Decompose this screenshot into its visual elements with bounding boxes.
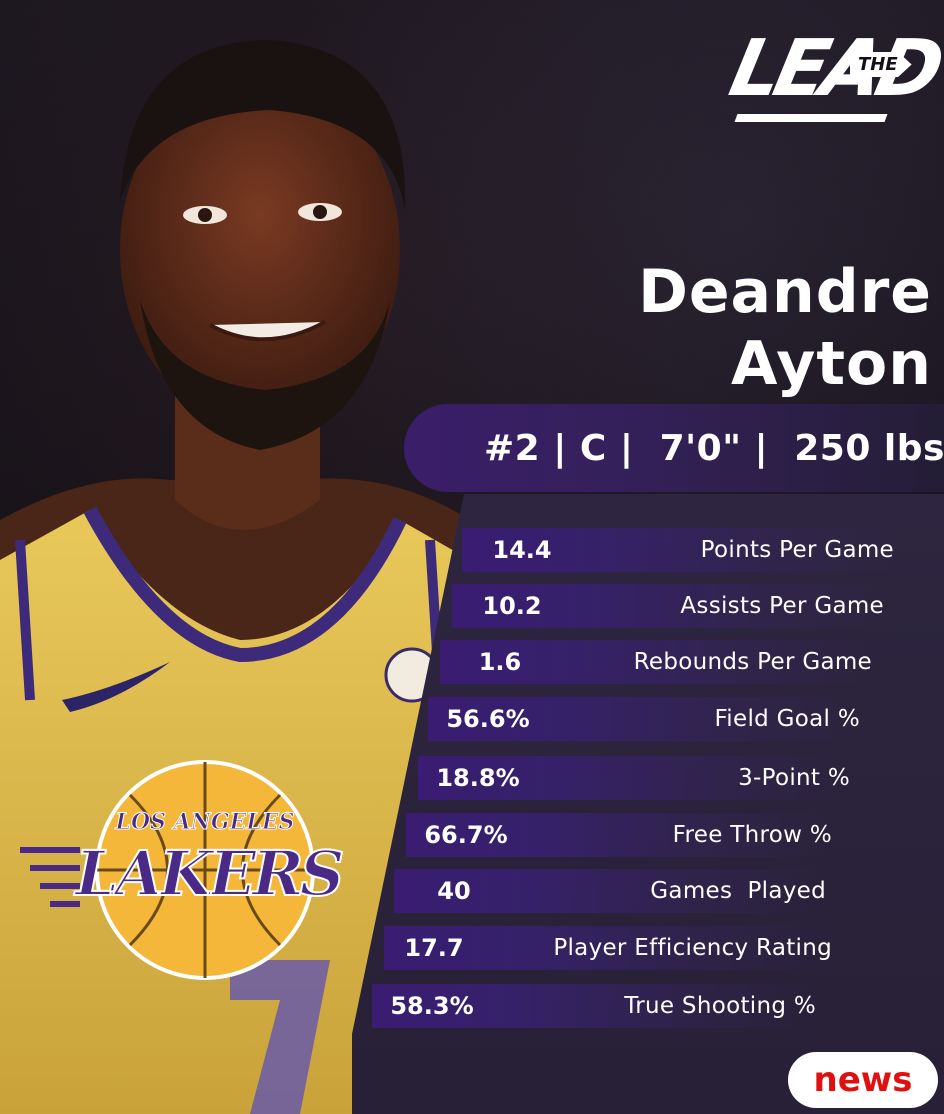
player-first-name: Deandre	[638, 257, 932, 327]
stat-row-rebounds: 1.6 Rebounds Per Game	[440, 640, 876, 684]
stat-label: Assists Per Game	[680, 593, 884, 619]
lakers-logo-city: LOS ANGELES	[114, 809, 294, 835]
stat-value: 1.6	[478, 648, 522, 676]
news-badge: news	[788, 1052, 938, 1108]
brand-tag: THE	[850, 52, 912, 77]
stat-label: Games Played	[650, 878, 826, 904]
stat-label: Free Throw %	[672, 822, 832, 848]
player-name: Deandre Ayton	[638, 256, 932, 400]
stat-label: Field Goal %	[714, 706, 860, 732]
stat-row-true-shooting: 58.3% True Shooting %	[372, 984, 820, 1028]
stat-value: 10.2	[482, 592, 542, 620]
stat-value: 14.4	[492, 536, 552, 564]
stat-label: Player Efficiency Rating	[553, 935, 832, 961]
stat-row-points: 14.4 Points Per Game	[462, 528, 898, 572]
stat-label: 3-Point %	[738, 765, 850, 791]
stat-value: 40	[437, 877, 471, 905]
brand-underline	[734, 114, 888, 122]
lakers-logo: LOS ANGELES LAKERS	[20, 755, 380, 985]
stat-value: 17.7	[404, 934, 464, 962]
stat-row-field-goal: 56.6% Field Goal %	[428, 697, 864, 741]
stat-row-free-throw: 66.7% Free Throw %	[406, 813, 836, 857]
brand-logo: LEAD THE	[722, 22, 944, 132]
stat-value: 58.3%	[390, 992, 474, 1020]
player-last-name: Ayton	[730, 329, 932, 399]
stat-row-efficiency: 17.7 Player Efficiency Rating	[384, 926, 834, 970]
stat-label: Rebounds Per Game	[633, 649, 872, 675]
lakers-logo-name: LAKERS	[73, 837, 342, 910]
stat-value: 56.6%	[446, 705, 530, 733]
player-info-text: #2 | C | 7'0" | 250 lbs	[484, 427, 944, 469]
player-info-bar: #2 | C | 7'0" | 250 lbs	[404, 404, 944, 492]
stat-row-games-played: 40 Games Played	[394, 869, 830, 913]
stat-value: 18.8%	[436, 764, 520, 792]
stat-row-assists: 10.2 Assists Per Game	[452, 584, 888, 628]
stat-label: True Shooting %	[624, 993, 816, 1019]
stat-value: 66.7%	[424, 821, 508, 849]
brand-wordmark: LEAD	[722, 24, 944, 114]
stat-label: Points Per Game	[700, 537, 894, 563]
stat-row-three-point: 18.8% 3-Point %	[418, 756, 854, 800]
